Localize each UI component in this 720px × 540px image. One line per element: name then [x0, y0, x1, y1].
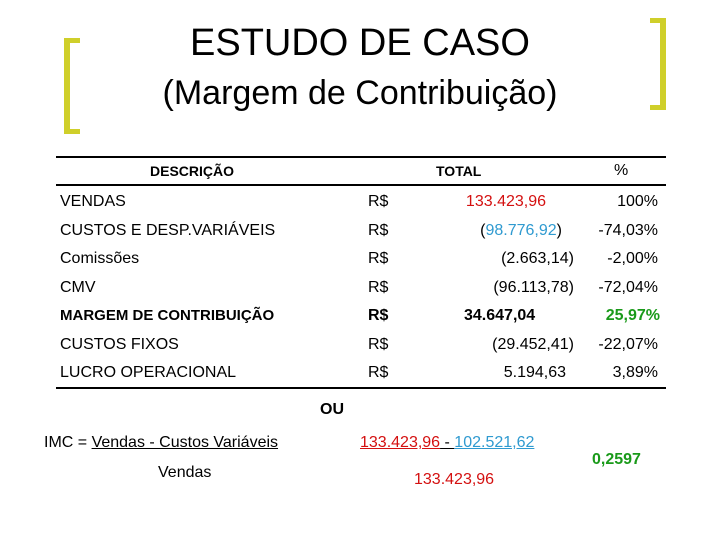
formula-prefix: IMC = — [44, 434, 92, 451]
row-value-comissoes: (2.663,14) — [501, 250, 574, 267]
row-value-cmv: (96.113,78) — [493, 279, 574, 296]
row-label-margem: MARGEM DE CONTRIBUIÇÃO — [60, 307, 275, 324]
paren-close: ) — [556, 222, 562, 239]
row-currency-lucro-operacional: R$ — [368, 364, 389, 381]
row-currency-comissoes: R$ — [368, 250, 389, 267]
header-descricao: DESCRIÇÃO — [150, 163, 235, 179]
row-currency-cmv: R$ — [368, 279, 389, 296]
row-percent-custos-fixos: -22,07% — [598, 336, 658, 353]
row-value-custos-variaveis: (98.776,92) — [440, 221, 562, 241]
row-percent-custos-variaveis: -74,03% — [598, 222, 658, 239]
row-percent-margem: 25,97% — [605, 307, 660, 324]
formula-right-denominator: 133.423,96 — [414, 471, 495, 488]
row-value-vendas: 133.423,96 — [465, 193, 546, 210]
row-currency-custos-variaveis: R$ — [368, 222, 389, 239]
formula-result: 0,2597 — [592, 451, 641, 468]
table-top-rule — [56, 156, 666, 158]
row-value-lucro-operacional: 5.194,63 — [503, 364, 566, 381]
row-percent-comissoes: -2,00% — [607, 250, 658, 267]
formula-right-numerator: 133.423,96 - 102.521,62 — [360, 433, 534, 453]
row-percent-lucro-operacional: 3,89% — [612, 364, 658, 381]
header-total: TOTAL — [436, 163, 482, 179]
page-subtitle: (Margem de Contribuição) — [162, 74, 558, 112]
value-main: 98.776,92 — [485, 222, 557, 239]
row-value-custos-fixos: (29.452,41) — [492, 336, 574, 353]
paren-open: ( — [480, 222, 486, 239]
row-currency-custos-fixos: R$ — [368, 336, 389, 353]
row-label-custos-variaveis: CUSTOS E DESP.VARIÁVEIS — [60, 222, 276, 239]
row-label-lucro-operacional: LUCRO OPERACIONAL — [60, 364, 237, 381]
row-currency-margem: R$ — [368, 307, 389, 324]
ou-label: OU — [320, 401, 344, 418]
right-bracket-icon — [650, 18, 666, 110]
table-bottom-rule — [56, 387, 666, 389]
page-title: ESTUDO DE CASO — [190, 22, 530, 64]
left-bracket-icon — [64, 38, 80, 134]
formula-numerator: Vendas - Custos Variáveis — [91, 434, 279, 451]
row-percent-vendas: 100% — [617, 193, 658, 210]
header-percent: % — [614, 162, 629, 179]
formula-left-numerator: IMC = Vendas - Custos Variáveis — [44, 433, 278, 453]
row-percent-cmv: -72,04% — [598, 279, 658, 296]
row-label-comissoes: Comissões — [60, 250, 140, 267]
formula-num-minus: - — [440, 434, 455, 451]
formula-num-value-a: 133.423,96 — [360, 434, 441, 451]
row-currency-vendas: R$ — [368, 193, 389, 210]
row-label-vendas: VENDAS — [60, 193, 126, 210]
row-label-cmv: CMV — [60, 279, 96, 296]
formula-num-value-b: 102.521,62 — [454, 434, 535, 451]
row-label-custos-fixos: CUSTOS FIXOS — [60, 336, 179, 353]
row-value-margem: 34.647,04 — [464, 307, 536, 324]
table-header-rule — [56, 184, 666, 186]
formula-left-denominator: Vendas — [158, 464, 212, 481]
